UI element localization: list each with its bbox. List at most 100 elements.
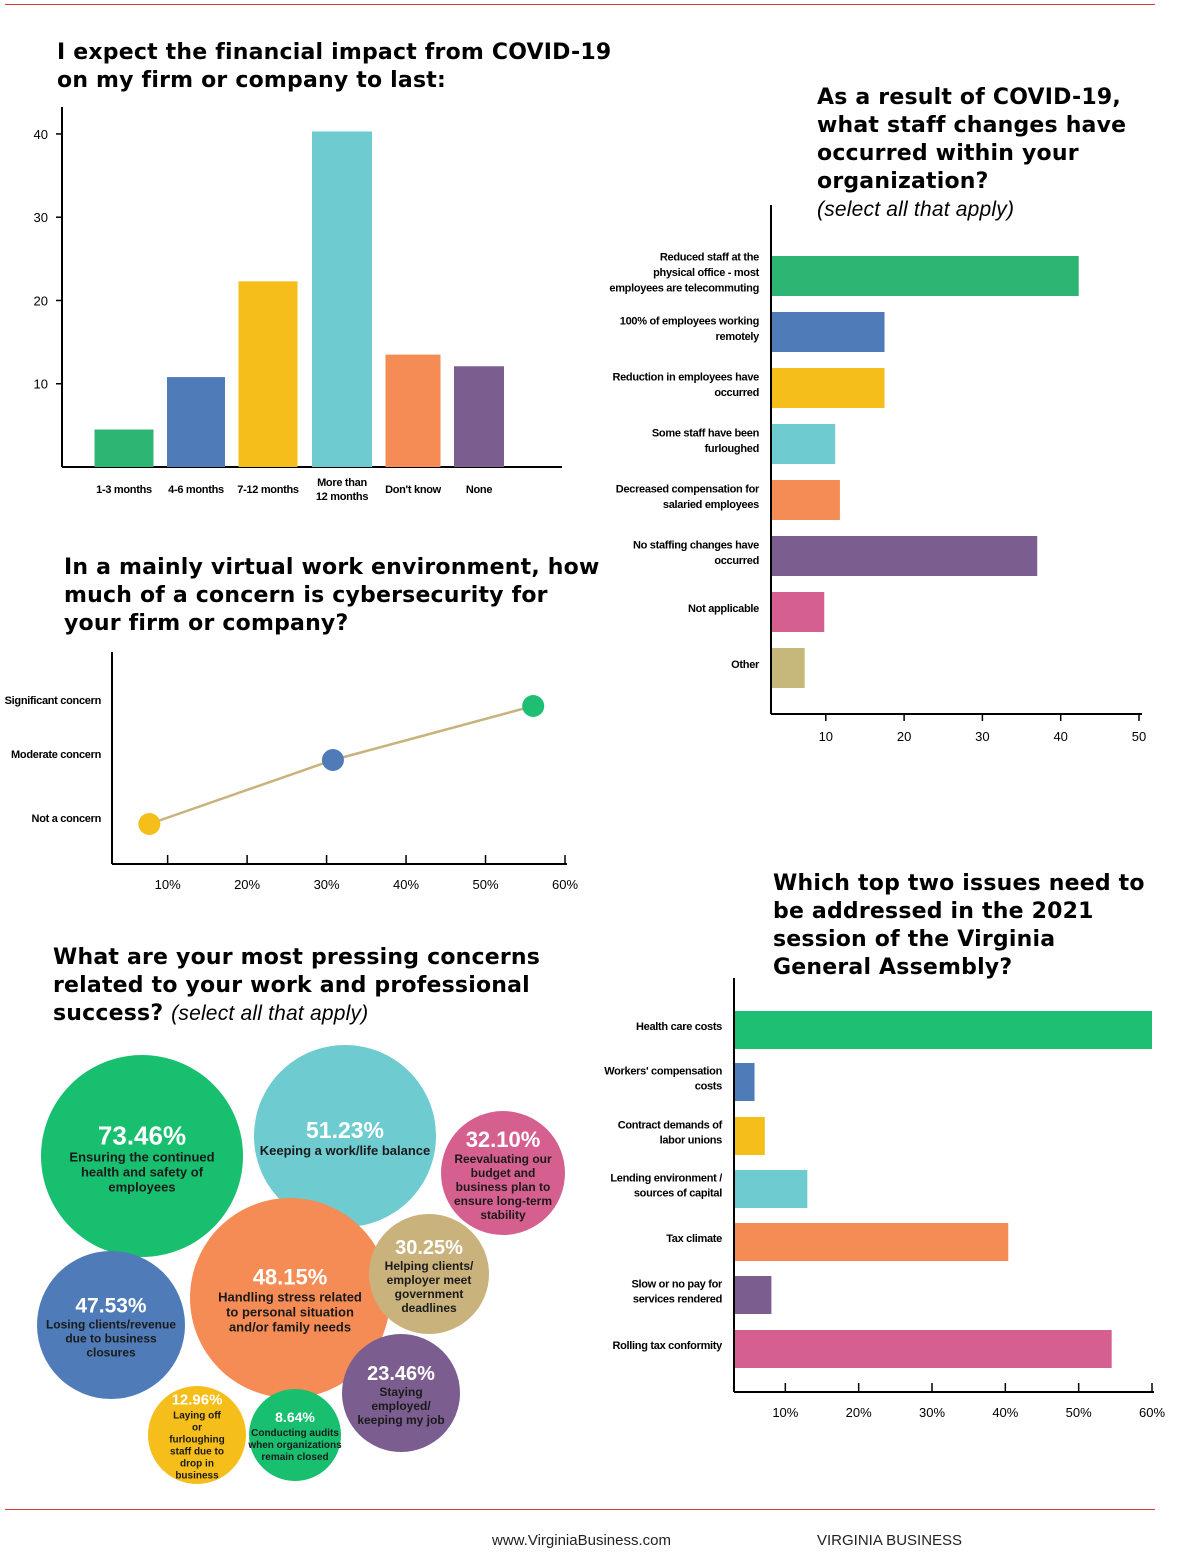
cyber-x-tick-label: 30% [314, 877, 340, 892]
assembly-bar [735, 1117, 765, 1155]
concern-label: budget and [471, 1166, 536, 1180]
staff-category-label: Reduction in employees have occurred [612, 371, 759, 399]
concern-label: Helping clients/ [385, 1259, 474, 1273]
concern-label: or [192, 1423, 202, 1434]
duration-x-tick-label: More than 12 months [316, 477, 369, 503]
concern-bubble: 30.25%Helping clients/employer meetgover… [369, 1214, 489, 1334]
cyber-x-tick-label: 50% [473, 877, 499, 892]
concern-percent: 8.64% [275, 1409, 315, 1425]
concern-label: health and safety of [81, 1165, 204, 1180]
svg-text:Contract demands of: Contract demands of [618, 1120, 723, 1132]
cyber-x-tick-label: 40% [393, 877, 419, 892]
svg-text:Slow or no pay for: Slow or no pay for [631, 1279, 723, 1291]
assembly-bar [735, 1011, 1152, 1049]
assembly-category-label: Lending environment / sources of capital [610, 1173, 722, 1200]
svg-text:Rolling tax conformity: Rolling tax conformity [612, 1340, 723, 1352]
duration-bar [238, 281, 298, 467]
concern-label: Losing clients/revenue [46, 1318, 176, 1332]
assembly-category-label: Health care costs [636, 1021, 722, 1033]
staff-bar [772, 312, 885, 352]
assembly-bar [735, 1223, 1009, 1261]
concern-label: keeping my job [357, 1413, 444, 1427]
concerns-chart-title: What are your most pressing concerns rel… [53, 945, 541, 1026]
duration-y-tick-label: 10 [34, 377, 48, 392]
concern-bubble-circle [441, 1111, 565, 1235]
cyber-category-label: Moderate concern [11, 749, 102, 761]
cyber-chart: 10% 20% 30% 40% 50% 60% Not a concern Moderate … [5, 652, 578, 892]
staff-x-tick-label: 50 [1132, 729, 1146, 744]
svg-text:salaried employees: salaried employees [663, 499, 759, 511]
staff-category-label: 100% of employees working remotely [620, 315, 761, 343]
staff-category-label: Not applicable [688, 603, 759, 615]
staff-bar [772, 424, 836, 464]
cyber-category-label: Not a concern [32, 813, 102, 825]
svg-text:None: None [466, 484, 492, 496]
svg-text:occurred: occurred [714, 555, 759, 567]
staff-category-label: No staffing changes have occurred [633, 539, 760, 567]
assembly-bar [735, 1276, 772, 1314]
assembly-bar [735, 1063, 755, 1101]
assembly-chart-title: Which top two issues need to be addresse… [773, 871, 1145, 980]
concern-percent: 32.10% [466, 1127, 541, 1152]
duration-bar [454, 366, 504, 467]
concern-label: due to business [65, 1332, 157, 1346]
concern-percent: 23.46% [367, 1363, 435, 1385]
duration-y-tick-label: 30 [34, 210, 48, 225]
assembly-x-tick-label: 10% [772, 1405, 798, 1420]
staff-bar [772, 592, 825, 632]
assembly-category-label: Contract demands of labor unions [618, 1120, 723, 1147]
cyber-point [522, 695, 545, 717]
staff-bar [772, 368, 885, 408]
concern-bubble: 51.23%Keeping a work/life balance [254, 1045, 436, 1227]
svg-text:1-3 months: 1-3 months [96, 484, 152, 496]
cyber-category-label: Significant concern [5, 695, 102, 707]
duration-x-tick-label: 7-12 months [237, 484, 299, 496]
staff-category-label: Other [731, 659, 760, 671]
duration-y-tick-label: 20 [34, 293, 48, 308]
svg-text:Lending environment /: Lending environment / [610, 1173, 722, 1185]
duration-x-tick-label: 4-6 months [168, 484, 224, 496]
concern-percent: 48.15% [253, 1265, 328, 1290]
duration-y-tick-label: 40 [34, 127, 48, 142]
concern-label: Conducting audits [251, 1428, 339, 1439]
concern-percent: 51.23% [306, 1117, 384, 1143]
duration-chart: 10 20 30 40 [34, 107, 562, 468]
cyber-x-tick-label: 20% [234, 877, 260, 892]
staff-x-tick-label: 30 [975, 729, 989, 744]
assembly-category-label: Workers' compensation costs [604, 1066, 723, 1093]
bottom-rule [5, 1509, 1155, 1510]
concern-bubble-circle [37, 1251, 185, 1399]
cyber-point [138, 813, 161, 835]
concern-bubble-circle [148, 1386, 246, 1484]
concern-label: employer meet [387, 1273, 472, 1287]
svg-text:physical office - most: physical office - most [653, 267, 760, 279]
cyber-chart-title: In a mainly virtual work environment, ho… [64, 555, 600, 636]
duration-bar [167, 377, 225, 467]
footer-url[interactable]: www.VirginiaBusiness.com [492, 1532, 671, 1549]
concern-bubble-circle [254, 1045, 436, 1227]
svg-text:employees are telecommuting: employees are telecommuting [609, 283, 759, 295]
svg-text:100% of employees working: 100% of employees working [620, 315, 759, 327]
svg-text:furloughed: furloughed [705, 443, 759, 455]
concern-bubble-circle [342, 1334, 460, 1452]
concern-label: furloughing [169, 1435, 225, 1446]
duration-x-tick-label: None [466, 484, 493, 496]
concern-bubble-circle [41, 1055, 243, 1257]
svg-text:Reduced staff at the: Reduced staff at the [660, 252, 759, 264]
duration-x-tick-label: 1-3 months [96, 484, 152, 496]
svg-text:Other: Other [731, 659, 760, 671]
concern-label: business [175, 1471, 219, 1482]
concern-label: business plan to [456, 1180, 551, 1194]
duration-bar [94, 429, 154, 467]
svg-text:4-6 months: 4-6 months [168, 484, 224, 496]
svg-text:Not applicable: Not applicable [688, 603, 759, 615]
concern-label: deadlines [401, 1301, 457, 1315]
staff-chart: 10 20 30 40 50 [770, 205, 1146, 744]
top-rule [5, 4, 1155, 5]
svg-text:Tax climate: Tax climate [666, 1233, 722, 1245]
